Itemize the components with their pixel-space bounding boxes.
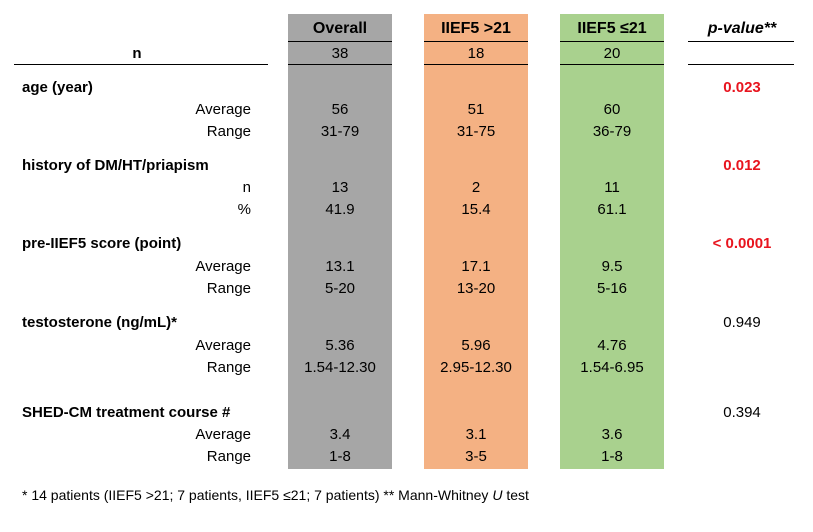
cell-low: 3.6 <box>601 426 623 443</box>
header-rule-iief5-high <box>424 41 528 42</box>
sub-row-label: Average <box>195 101 251 118</box>
overall-column-band <box>288 14 392 469</box>
cell-overall: 31-79 <box>320 123 360 140</box>
p-value-cell: 0.023 <box>723 79 761 96</box>
cell-high: 3-5 <box>465 448 487 465</box>
sub-row-label: Average <box>195 337 251 354</box>
cell-high: 31-75 <box>456 123 496 140</box>
cell-overall: 1.54-12.30 <box>304 359 376 376</box>
iief5-high-column-band <box>424 14 528 469</box>
section-label: age (year) <box>22 79 93 96</box>
cell-high: 2.95-12.30 <box>440 359 512 376</box>
n-rule-iief5-high <box>424 64 528 65</box>
n-row-iief5-high: 18 <box>467 45 485 62</box>
cell-high: 51 <box>467 101 485 118</box>
section-label: history of DM/HT/priapism <box>22 157 209 174</box>
cell-overall: 5.36 <box>325 337 355 354</box>
cell-low: 5-16 <box>596 280 628 297</box>
cell-high: 5.96 <box>461 337 491 354</box>
sub-row-label: Range <box>206 280 251 297</box>
header-overall: Overall <box>312 20 368 37</box>
section-label: testosterone (ng/mL)* <box>22 314 178 331</box>
cell-overall: 5-20 <box>324 280 356 297</box>
n-rule-label <box>14 64 268 65</box>
header-rule-p-value <box>688 41 794 42</box>
cell-overall: 41.9 <box>325 201 355 218</box>
p-value-cell: 0.949 <box>723 314 761 331</box>
n-rule-p-value <box>688 64 794 65</box>
cell-low: 36-79 <box>592 123 632 140</box>
cell-high: 17.1 <box>461 258 491 275</box>
cell-high: 13-20 <box>456 280 496 297</box>
header-rule-overall <box>288 41 392 42</box>
sub-row-label: Average <box>195 258 251 275</box>
cell-overall: 1-8 <box>329 448 351 465</box>
cell-low: 1-8 <box>601 448 623 465</box>
cell-low: 11 <box>604 179 620 196</box>
sub-row-label: Range <box>206 123 251 140</box>
cell-overall: 3.4 <box>329 426 351 443</box>
cell-low: 1.54-6.95 <box>580 359 644 376</box>
cell-low: 4.76 <box>597 337 627 354</box>
sub-row-label: Range <box>206 359 251 376</box>
header-rule-iief5-low <box>560 41 664 42</box>
footnote: * 14 patients (IIEF5 >21; 7 patients, II… <box>22 487 529 503</box>
cell-high: 3.1 <box>465 426 487 443</box>
header-p-value: p-value** <box>707 20 777 37</box>
n-rule-iief5-low <box>560 64 664 65</box>
sub-row-label: Average <box>195 426 251 443</box>
section-label: SHED-CM treatment course # <box>22 404 231 421</box>
cell-high: 15.4 <box>461 201 491 218</box>
cell-overall: 56 <box>331 101 349 118</box>
cell-low: 9.5 <box>601 258 623 275</box>
cell-low: 61.1 <box>597 201 627 218</box>
cell-low: 60 <box>603 101 621 118</box>
p-value-cell: 0.012 <box>723 157 761 174</box>
n-rule-overall <box>288 64 392 65</box>
iief5-low-column-band <box>560 14 664 469</box>
sub-row-label: n <box>242 179 251 196</box>
header-iief5-low: IIEF5 ≤21 <box>577 20 647 37</box>
section-label: pre-IIEF5 score (point) <box>22 235 182 252</box>
sub-row-label: % <box>237 201 251 218</box>
n-row-iief5-low: 20 <box>603 45 621 62</box>
header-iief5-high: IIEF5 >21 <box>441 20 511 37</box>
cell-high: 2 <box>471 179 481 196</box>
p-value-cell: 0.394 <box>723 404 761 421</box>
p-value-cell: < 0.0001 <box>712 235 772 252</box>
cell-overall: 13.1 <box>325 258 355 275</box>
cell-overall: 13 <box>331 179 349 196</box>
sub-row-label: Range <box>206 448 251 465</box>
n-row-overall: 38 <box>331 45 349 62</box>
n-row-label: n <box>132 45 142 62</box>
